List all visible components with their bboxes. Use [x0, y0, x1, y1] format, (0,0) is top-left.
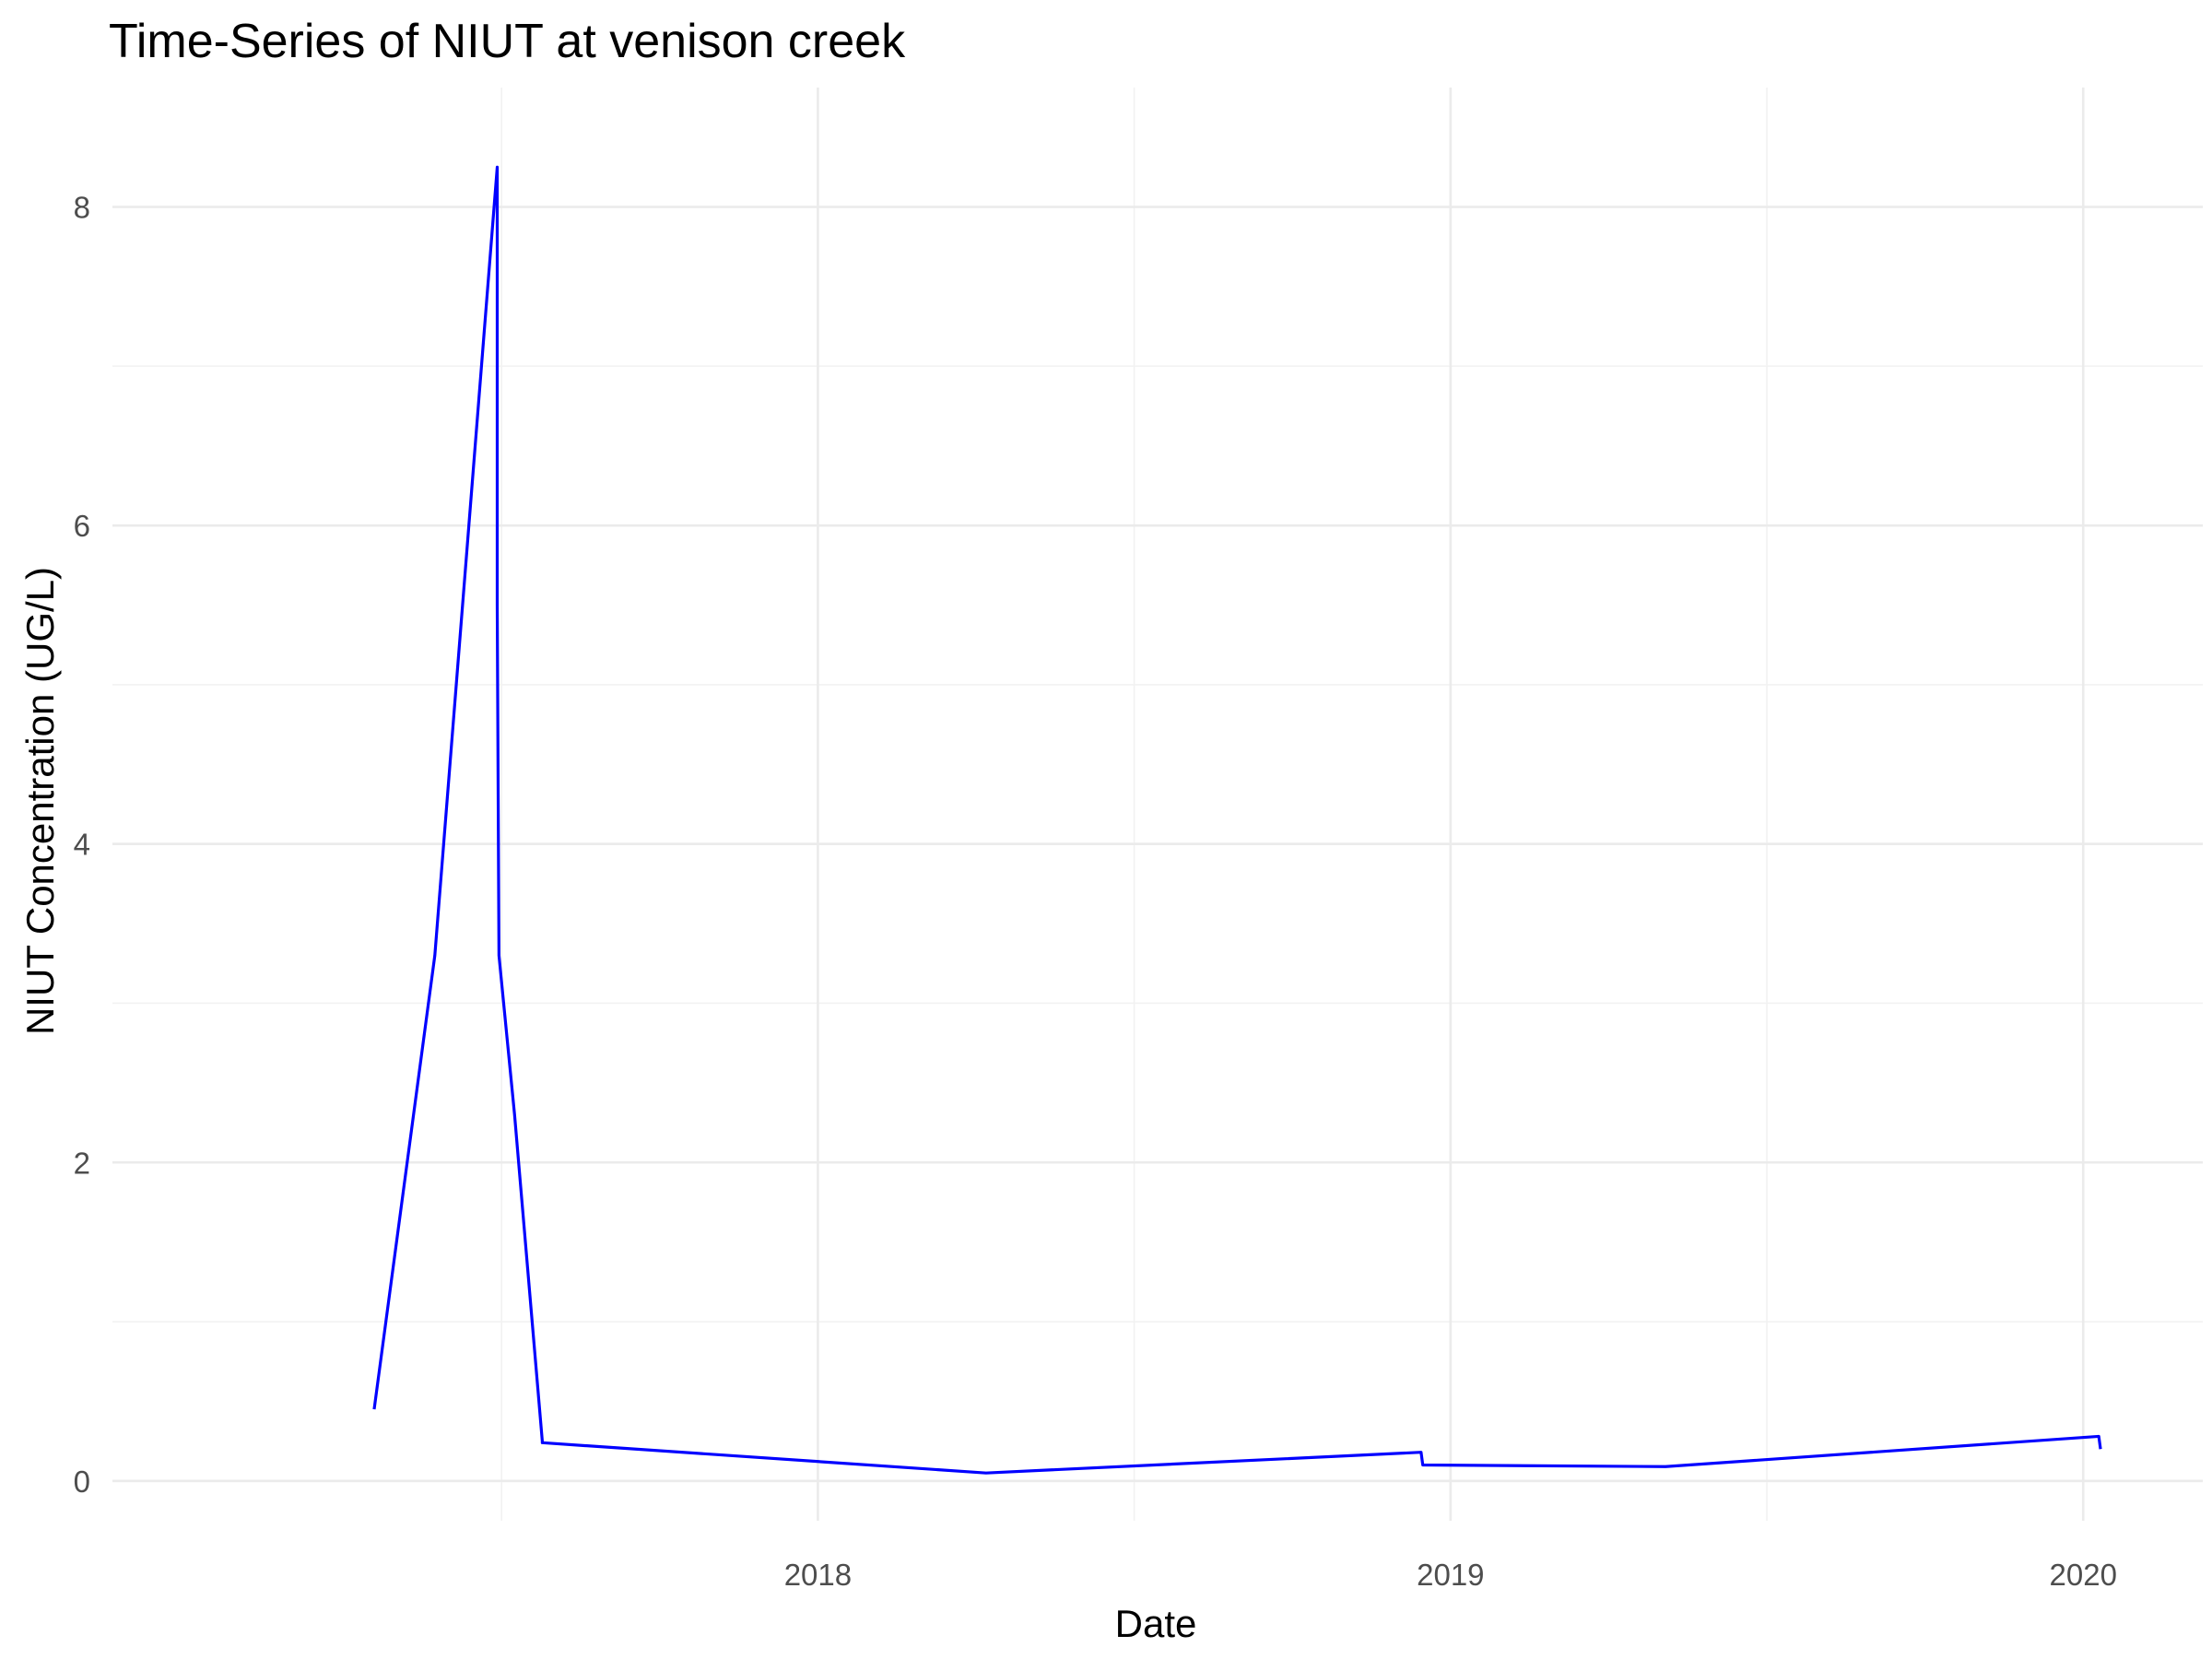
series-line: [372, 165, 2102, 1475]
y-axis-ticks: 0 2 4 6 8: [74, 191, 90, 1499]
x-tick-label: 2018: [784, 1558, 852, 1592]
chart-title: Time-Series of NIUT at venison creek: [109, 15, 906, 68]
y-tick-label: 6: [74, 509, 90, 543]
x-tick-label: 2020: [2050, 1558, 2117, 1592]
grid: [112, 88, 2203, 1521]
y-tick-label: 8: [74, 191, 90, 225]
x-tick-label: 2019: [1417, 1558, 1484, 1592]
y-tick-label: 0: [74, 1465, 90, 1499]
series-layer: [372, 165, 2102, 1475]
y-tick-label: 2: [74, 1146, 90, 1180]
x-axis-title: Date: [1115, 1602, 1197, 1645]
y-tick-label: 4: [74, 828, 90, 862]
y-axis-title: NIUT Concentration (UG/L): [18, 567, 62, 1035]
x-axis-ticks: 2018 2019 2020: [784, 1558, 2117, 1592]
